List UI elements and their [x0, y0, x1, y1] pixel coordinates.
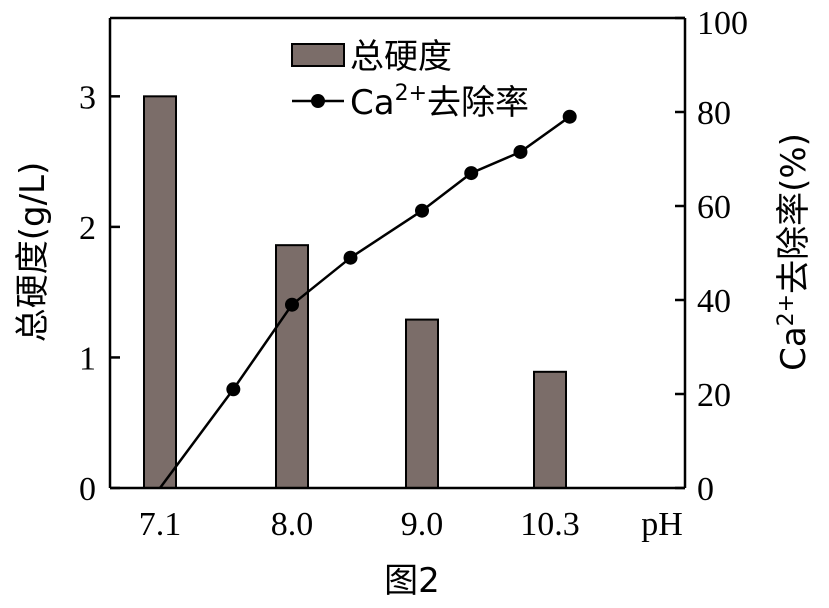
bar-9-0 — [405, 318, 439, 490]
x-tick-label: 9.0 — [401, 506, 444, 543]
figure-caption: 图2 — [384, 561, 440, 601]
x-tick-label: 7.1 — [139, 506, 182, 543]
bars-layer — [143, 95, 567, 490]
legend: 总硬度 Ca2+去除率 — [291, 37, 529, 123]
left-tick-label: 3 — [79, 79, 96, 116]
removal-rate-point-6 — [513, 144, 528, 159]
legend-line-label: Ca2+去除率 — [350, 81, 529, 123]
right-axis-title-sup: 2+ — [774, 294, 799, 326]
x-unit-label: pH — [641, 506, 683, 543]
right-axis-title: Ca2+去除率(%) — [774, 133, 814, 371]
legend-line-label-suffix: 去除率 — [427, 83, 529, 123]
removal-rate-point-1 — [226, 382, 241, 397]
x-ticks: 7.1 8.0 9.0 10.3 — [139, 506, 580, 543]
right-axis-title-suffix: 去除率(%) — [774, 133, 814, 294]
right-tick-label: 80 — [697, 95, 731, 132]
x-tick-label: 8.0 — [271, 506, 314, 543]
legend-line-marker — [311, 94, 325, 108]
right-tick-label: 0 — [697, 471, 714, 508]
left-tick-label: 1 — [79, 340, 96, 377]
legend-line-label-sup: 2+ — [395, 81, 427, 106]
left-tick-label: 0 — [79, 471, 96, 508]
x-tick-label: 10.3 — [520, 506, 580, 543]
right-axis-title-prefix: Ca — [774, 326, 814, 371]
right-tick-label: 40 — [697, 283, 731, 320]
removal-rate-point-3 — [343, 250, 358, 265]
legend-bar-swatch — [291, 43, 345, 67]
legend-bar-label: 总硬度 — [350, 37, 452, 77]
right-tick-label: 100 — [697, 5, 748, 42]
removal-rate-point-7 — [562, 109, 577, 124]
bar-8-0 — [275, 244, 309, 489]
removal-rate-point-5 — [464, 166, 479, 181]
right-ticks: 0 20 40 60 80 100 — [675, 5, 748, 508]
plot-frame — [108, 16, 687, 490]
right-tick-label: 60 — [697, 189, 731, 226]
line-layer — [158, 109, 577, 489]
left-tick-label: 2 — [79, 210, 96, 247]
bar-10-3 — [533, 370, 567, 489]
left-axis-title: 总硬度(g/L) — [13, 162, 53, 343]
removal-rate-point-4 — [415, 203, 429, 218]
removal-rate-point-2 — [285, 297, 299, 312]
left-ticks: 0 1 2 3 — [79, 79, 120, 508]
right-tick-label: 20 — [697, 377, 731, 414]
removal-rate-line — [158, 115, 571, 489]
legend-line-label-prefix: Ca — [350, 83, 395, 123]
bar-7-1 — [143, 95, 177, 489]
